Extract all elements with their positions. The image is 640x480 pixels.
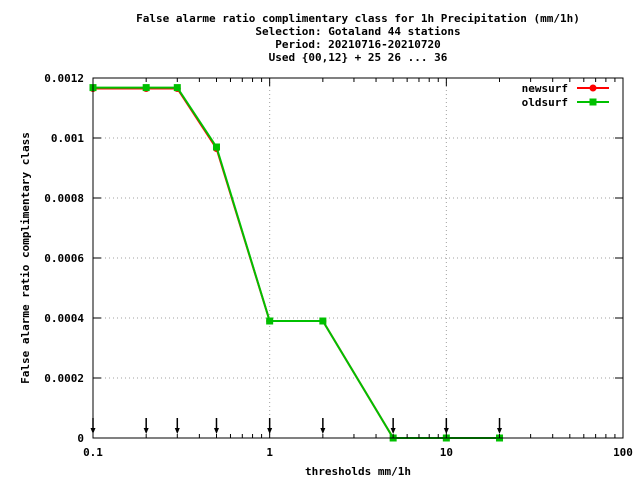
oldsurf-point bbox=[266, 317, 274, 325]
x-axis-ticks: 0.1 1 10 100 bbox=[83, 78, 633, 459]
x-axis-label: thresholds mm/1h bbox=[305, 465, 411, 478]
y-tick-label: 0.0004 bbox=[44, 312, 84, 325]
title-line: Selection: Gotaland 44 stations bbox=[255, 25, 460, 38]
threshold-arrow-head bbox=[143, 428, 149, 434]
y-tick-label: 0.0006 bbox=[44, 252, 84, 265]
threshold-arrow-head bbox=[213, 428, 219, 434]
y-axis-label: False alarme ratio complimentary class bbox=[19, 132, 32, 384]
threshold-arrow-head bbox=[320, 428, 326, 434]
x-tick-label: 100 bbox=[613, 446, 633, 459]
legend-marker bbox=[589, 84, 597, 92]
title-line: Used {00,12} + 25 26 ... 36 bbox=[269, 51, 448, 64]
legend-label: newsurf bbox=[522, 82, 568, 95]
oldsurf-point bbox=[173, 84, 181, 92]
legend-label: oldsurf bbox=[522, 96, 568, 109]
grid-lines bbox=[93, 78, 623, 438]
threshold-arrow-head bbox=[174, 428, 180, 434]
y-tick-label: 0.0012 bbox=[44, 72, 84, 85]
y-tick-label: 0.0008 bbox=[44, 192, 84, 205]
x-tick-label: 1 bbox=[266, 446, 273, 459]
legend-marker bbox=[589, 98, 597, 106]
oldsurf-line bbox=[93, 86, 500, 439]
x-tick-label: 0.1 bbox=[83, 446, 103, 459]
y-axis-ticks: 0 0.0002 0.0004 0.0006 0.0008 0.001 0.0012 bbox=[44, 72, 623, 445]
threshold-arrow-head bbox=[390, 428, 396, 434]
title-line: False alarme ratio complimentary class f… bbox=[136, 12, 580, 25]
title-line: Period: 20210716-20210720 bbox=[275, 38, 441, 51]
oldsurf-point bbox=[212, 143, 220, 151]
threshold-markers bbox=[90, 418, 503, 434]
threshold-arrow-head bbox=[497, 428, 503, 434]
newsurf-line bbox=[93, 87, 500, 439]
y-tick-label: 0.001 bbox=[51, 132, 84, 145]
chart-title: False alarme ratio complimentary class f… bbox=[136, 12, 580, 64]
series-plot bbox=[89, 84, 504, 442]
y-tick-label: 0.0002 bbox=[44, 372, 84, 385]
x-tick-label: 10 bbox=[440, 446, 453, 459]
oldsurf-point bbox=[319, 317, 327, 325]
oldsurf-point bbox=[142, 84, 150, 92]
y-tick-label: 0 bbox=[77, 432, 84, 445]
